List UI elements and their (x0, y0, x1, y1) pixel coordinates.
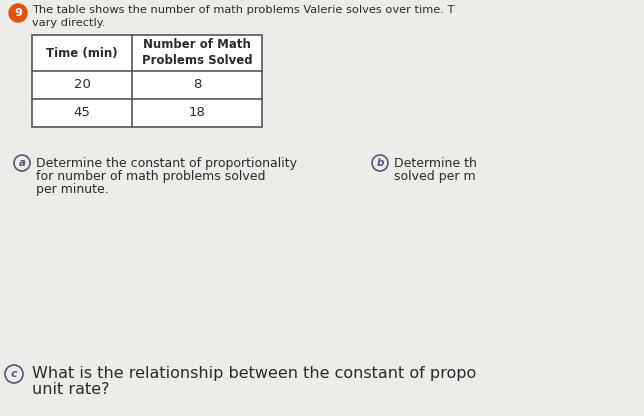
Text: 9: 9 (14, 8, 22, 18)
Text: for number of math problems solved: for number of math problems solved (36, 170, 265, 183)
Text: What is the relationship between the constant of propo: What is the relationship between the con… (32, 366, 477, 381)
Text: 8: 8 (193, 79, 201, 92)
Text: The table shows the number of math problems Valerie solves over time. T: The table shows the number of math probl… (32, 5, 455, 15)
Text: 18: 18 (189, 106, 205, 119)
FancyBboxPatch shape (32, 35, 262, 127)
Text: Determine the constant of proportionality: Determine the constant of proportionalit… (36, 157, 297, 170)
Text: Determine th: Determine th (394, 157, 477, 170)
Text: 20: 20 (73, 79, 90, 92)
Text: Number of Math
Problems Solved: Number of Math Problems Solved (142, 39, 252, 67)
Text: per minute.: per minute. (36, 183, 109, 196)
Text: 45: 45 (73, 106, 90, 119)
Text: vary directly.: vary directly. (32, 18, 106, 28)
Text: unit rate?: unit rate? (32, 382, 109, 397)
Text: c: c (11, 369, 17, 379)
Text: Time (min): Time (min) (46, 47, 118, 59)
Text: b: b (376, 158, 384, 168)
Text: solved per m: solved per m (394, 170, 476, 183)
Circle shape (9, 4, 27, 22)
Text: a: a (19, 158, 26, 168)
